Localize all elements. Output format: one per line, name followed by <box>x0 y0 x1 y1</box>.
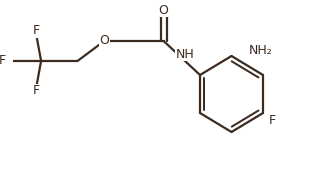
Text: F: F <box>0 54 6 67</box>
Text: O: O <box>99 35 109 47</box>
Text: NH: NH <box>175 47 194 60</box>
Text: O: O <box>159 4 169 16</box>
Text: F: F <box>269 115 276 128</box>
Text: F: F <box>33 25 40 37</box>
Text: NH₂: NH₂ <box>249 44 272 57</box>
Text: F: F <box>33 84 40 98</box>
